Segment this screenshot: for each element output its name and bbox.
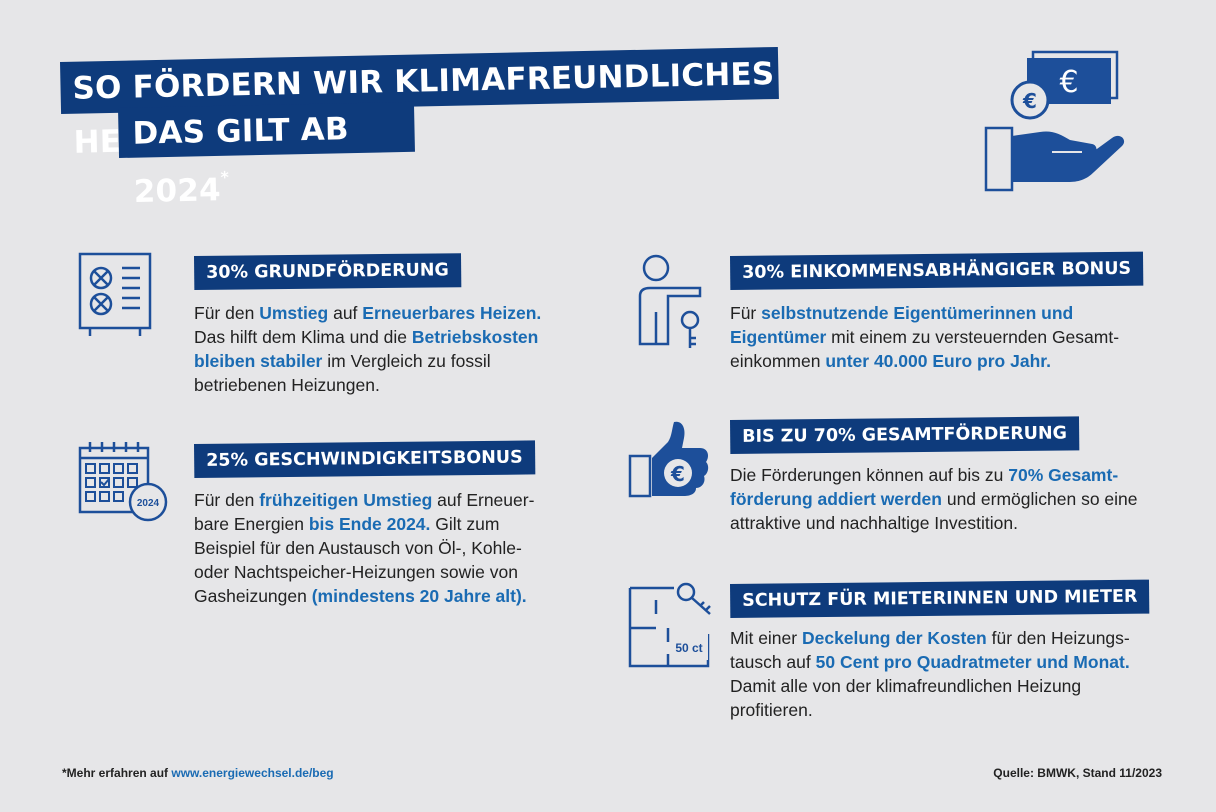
highlight-fruehzeitiger-umstieg: frühzeitigen Umstieg <box>259 490 433 510</box>
text-einkommensbonus: Für selbstnutzende Eigentümerinnen und E… <box>730 301 1138 373</box>
text-part: Die Förderungen können auf bis zu <box>730 465 1009 485</box>
highlight-mindestens-20-jahre: (mindestens 20 Jahre alt). <box>311 586 527 606</box>
person-key-icon <box>638 254 702 348</box>
title-line-2-text: DAS GILT AB 2024 <box>132 111 350 211</box>
text-part: auf Erneuer­bare Energien <box>194 490 535 534</box>
highlight-eigentuemer: selbstnutzende Eigentümerinnen und Eigen… <box>730 303 1074 347</box>
text-part: Gilt zum Beispiel für den Austausch von … <box>194 514 522 606</box>
thumbs-up-euro-icon: € <box>628 421 709 498</box>
text-part: im Vergleich zu fossil betriebenen Heizu… <box>194 351 491 395</box>
page-title-line-2: DAS GILT AB 2024* <box>118 101 415 210</box>
highlight-umstieg: Umstieg <box>259 303 329 323</box>
highlight-erneuerbares-heizen: Erneuerbares Heizen. <box>362 303 542 323</box>
calendar-icon: 2024 <box>78 442 168 522</box>
highlight-bis-ende-2024: bis Ende 2024. <box>308 514 431 534</box>
highlight-50-cent: 50 Cent pro Quadratmeter und Monat. <box>815 652 1130 672</box>
heading-grundfoerderung: 30% GRUNDFÖRDERUNG <box>194 253 462 290</box>
text-part: Für den <box>194 490 260 510</box>
text-grundfoerderung: Für den Umstieg auf Erneuerbares Heizen.… <box>194 301 574 397</box>
heading-einkommensbonus: 30% EINKOMMENSABHÄNGIGER BONUS <box>730 251 1144 290</box>
highlight-deckelung: Deckelung der Kosten <box>801 628 987 648</box>
highlight-einkommensgrenze: unter 40.000 Euro pro Jahr. <box>825 351 1051 371</box>
text-part: Für den <box>194 303 260 323</box>
heading-gesamtfoerderung: BIS ZU 70% GESAMTFÖRDERUNG <box>730 416 1080 454</box>
source-note: Quelle: BMWK, Stand 11/2023 <box>993 766 1162 780</box>
heading-mieterschutz: SCHUTZ FÜR MIETERINNEN UND MIETER <box>730 579 1150 618</box>
heat-pump-icon <box>78 252 152 336</box>
text-part: Für <box>730 303 762 323</box>
footnote: *Mehr erfahren auf www.energiewechsel.de… <box>62 766 334 780</box>
footnote-mark: * <box>220 167 230 187</box>
text-part: auf <box>328 303 363 323</box>
text-geschwindigkeitsbonus: Für den frühzeitigen Umstieg auf Erneuer… <box>194 488 552 608</box>
highlight-betriebskosten: Betriebskosten bleiben stabiler <box>194 327 539 371</box>
svg-text:€: € <box>670 462 685 486</box>
hand-money-icon: € € <box>984 50 1125 192</box>
footnote-link[interactable]: www.energiewechsel.de/beg <box>171 766 334 780</box>
text-part: mit einem zu versteuernden Gesamt­einkom… <box>730 327 1120 371</box>
price-label: 50 ct <box>675 641 702 655</box>
text-part: und ermöglichen so eine attraktive und n… <box>730 489 1138 533</box>
svg-text:€: € <box>1022 89 1037 113</box>
page-title-line-1: SO FÖRDERN WIR KLIMAFREUNDLICHES HEIZEN: <box>60 46 779 161</box>
calendar-year-label: 2024 <box>137 498 160 509</box>
floorplan-key-icon: 50 ct <box>628 582 711 668</box>
svg-text:€: € <box>1059 65 1078 100</box>
text-gesamtfoerderung: Die Förderungen können auf bis zu 70% Ge… <box>730 463 1150 535</box>
text-part: Mit einer <box>730 628 802 648</box>
highlight-70-prozent: 70% Gesamt­förderung addiert werden <box>730 465 1119 509</box>
text-part: für den Heizungs­tausch auf <box>730 628 1130 672</box>
text-part: Damit alle von der klimafreundlichen Hei… <box>730 676 1082 720</box>
text-mieterschutz: Mit einer Deckelung der Kosten für den H… <box>730 626 1140 722</box>
heading-geschwindigkeitsbonus: 25% GESCHWINDIGKEITSBONUS <box>194 440 535 478</box>
text-part: Das hilft dem Klima und die <box>194 327 412 347</box>
footnote-text: *Mehr erfahren auf <box>62 766 172 780</box>
